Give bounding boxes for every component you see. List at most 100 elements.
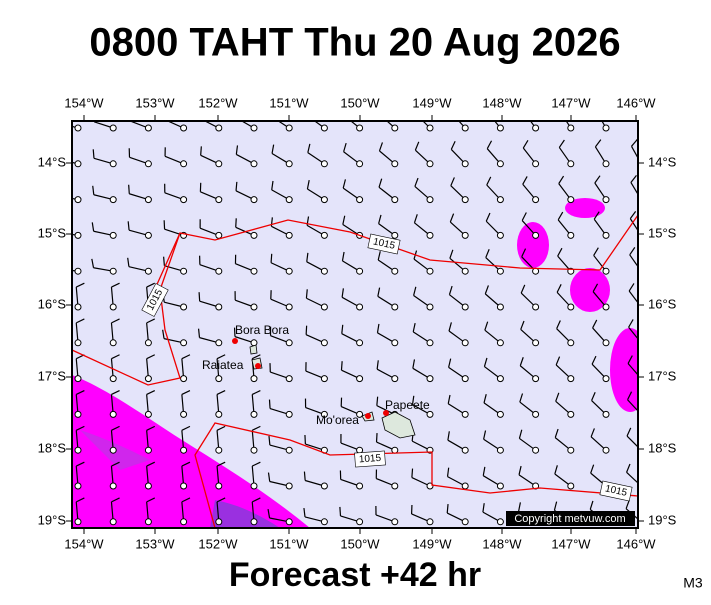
lon-label: 147°W xyxy=(551,95,591,110)
title: 0800 TAHT Thu 20 Aug 2026 xyxy=(89,21,620,65)
barb-station xyxy=(603,268,609,274)
barb-station xyxy=(603,376,609,382)
barb-station xyxy=(216,232,222,238)
lat-label: 15°S xyxy=(648,225,677,240)
barb-station xyxy=(638,125,644,131)
barb-flag xyxy=(452,105,456,113)
barb-station xyxy=(462,232,468,238)
barb-station xyxy=(497,483,503,489)
isobar-label-text: 1015 xyxy=(359,453,382,466)
barb-station xyxy=(286,411,292,417)
barb-flag xyxy=(269,400,270,409)
barb-station xyxy=(392,519,398,525)
barb-station xyxy=(145,447,151,453)
barb-station xyxy=(145,268,151,274)
barb-station xyxy=(286,161,292,167)
barb-flag xyxy=(93,149,94,158)
barb-station xyxy=(251,268,257,274)
barb-station xyxy=(357,376,363,382)
barb-station xyxy=(251,125,257,131)
barb-flag xyxy=(340,507,341,516)
barb-flag xyxy=(306,326,307,335)
barb-station xyxy=(251,483,257,489)
barb-station xyxy=(568,483,574,489)
barb-station xyxy=(286,483,292,489)
barb-flag xyxy=(304,472,305,481)
barb-station xyxy=(181,447,187,453)
barb-station xyxy=(286,268,292,274)
barb-station xyxy=(145,411,151,417)
barb-station xyxy=(181,161,187,167)
barb-station xyxy=(216,519,222,525)
barb-station xyxy=(568,197,574,203)
barb-station xyxy=(181,483,187,489)
barb-station xyxy=(145,161,151,167)
lon-label: 148°W xyxy=(482,95,522,110)
barb-station xyxy=(357,304,363,310)
barb-station xyxy=(251,447,257,453)
lon-label: 146°W xyxy=(616,95,656,110)
barb-station xyxy=(392,232,398,238)
barb-station xyxy=(427,411,433,417)
barb-station xyxy=(497,411,503,417)
barb-station xyxy=(603,304,609,310)
barb-flag xyxy=(412,469,413,478)
barb-flag xyxy=(164,257,165,266)
barb-station xyxy=(357,125,363,131)
lon-label: 149°W xyxy=(412,536,452,551)
barb-station xyxy=(216,411,222,417)
place-label: Papeete xyxy=(385,398,430,412)
barb-station xyxy=(286,376,292,382)
barb-station xyxy=(427,197,433,203)
barb-station xyxy=(392,447,398,453)
lon-label: 152°W xyxy=(198,95,238,110)
lat-label: 18°S xyxy=(648,440,677,455)
barb-station xyxy=(181,340,187,346)
barb-station xyxy=(497,268,503,274)
barb-station xyxy=(392,161,398,167)
barb-station xyxy=(497,447,503,453)
barb-flag xyxy=(237,109,238,118)
barb-station xyxy=(497,519,503,525)
barb-station xyxy=(75,161,81,167)
barb-station xyxy=(427,304,433,310)
barb-station xyxy=(75,483,81,489)
barb-station xyxy=(286,197,292,203)
barb-station xyxy=(497,376,503,382)
barb-station xyxy=(110,519,116,525)
barb-station xyxy=(145,483,151,489)
barb-station xyxy=(462,411,468,417)
place-label: Raiatea xyxy=(202,358,244,372)
lon-label: 148°W xyxy=(482,536,522,551)
barb-station xyxy=(216,197,222,203)
barb-station xyxy=(462,447,468,453)
barb-station xyxy=(110,161,116,167)
barb-flag xyxy=(596,104,602,111)
isobar-label: 1015 xyxy=(355,451,386,467)
barb-station xyxy=(321,340,327,346)
barb-flag xyxy=(524,104,529,112)
barb-station xyxy=(75,304,81,310)
barb-flag xyxy=(56,260,58,269)
barb-station xyxy=(392,268,398,274)
barb-station xyxy=(533,268,539,274)
barb-station xyxy=(462,519,468,525)
barb-station xyxy=(392,340,398,346)
barb-station xyxy=(357,197,363,203)
barb-station xyxy=(321,125,327,131)
barb-station xyxy=(216,125,222,131)
barb-station xyxy=(603,197,609,203)
barb-station xyxy=(145,376,151,382)
lat-label: 16°S xyxy=(648,296,677,311)
barb-station xyxy=(533,197,539,203)
barb-flag xyxy=(447,504,448,513)
barb-flag xyxy=(377,397,378,406)
barb-station xyxy=(251,232,257,238)
barb-station xyxy=(216,268,222,274)
barb-station xyxy=(181,125,187,131)
barb-station xyxy=(216,161,222,167)
barb-station xyxy=(638,197,644,203)
barb-flag xyxy=(201,146,202,155)
barb-station xyxy=(603,411,609,417)
barb-station xyxy=(286,125,292,131)
